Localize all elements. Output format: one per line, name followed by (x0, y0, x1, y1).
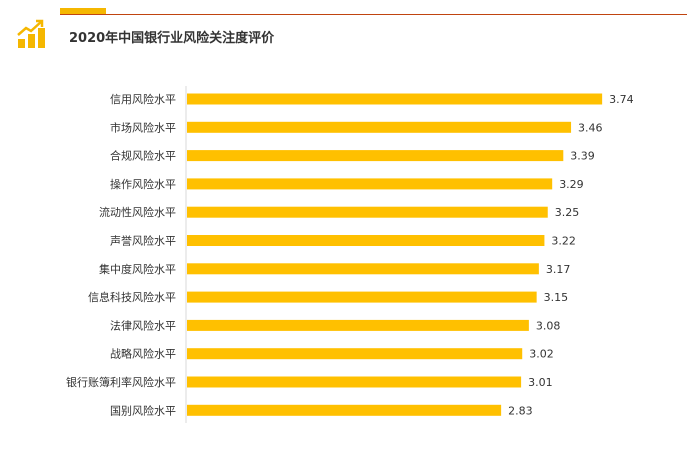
category-label: 战略风险水平 (110, 347, 176, 361)
bar (187, 404, 502, 416)
header-rule (60, 14, 687, 15)
category-label: 信息科技风险水平 (88, 290, 176, 304)
header-accent-bar (60, 8, 106, 15)
bar (187, 93, 603, 105)
bar (187, 376, 522, 388)
chart-title: 2020年中国银行业风险关注度评价 (69, 31, 275, 46)
data-label: 3.01 (528, 376, 553, 389)
data-label: 3.29 (559, 178, 584, 191)
data-label: 3.46 (578, 121, 603, 134)
bar (187, 263, 539, 275)
data-label: 3.08 (536, 319, 561, 332)
category-label: 银行账簿利率风险水平 (66, 375, 176, 389)
data-label: 2.83 (508, 404, 533, 417)
data-label: 3.22 (551, 235, 576, 248)
bar (187, 178, 553, 190)
category-label: 国别风险水平 (110, 403, 176, 417)
bar (187, 319, 529, 331)
bar-growth-icon (17, 19, 45, 48)
bar (187, 235, 545, 246)
category-label: 信用风险水平 (110, 92, 176, 106)
bar (187, 150, 564, 162)
data-label: 3.15 (544, 291, 569, 304)
data-label: 3.25 (555, 206, 580, 219)
bar (187, 348, 523, 360)
bar (187, 206, 548, 218)
bar (187, 121, 572, 133)
category-label: 操作风险水平 (110, 177, 176, 191)
bar (187, 291, 537, 303)
category-label: 流动性风险水平 (99, 205, 176, 219)
category-label: 集中度风险水平 (99, 262, 176, 276)
category-label: 合规风险水平 (110, 149, 176, 163)
data-label: 3.17 (546, 263, 571, 276)
data-label: 3.74 (609, 93, 634, 106)
data-label: 3.39 (570, 150, 595, 163)
category-label: 声誉风险水平 (110, 234, 176, 248)
category-label: 法律风险水平 (110, 318, 176, 332)
category-label: 市场风险水平 (110, 120, 176, 134)
data-label: 3.02 (529, 348, 554, 361)
